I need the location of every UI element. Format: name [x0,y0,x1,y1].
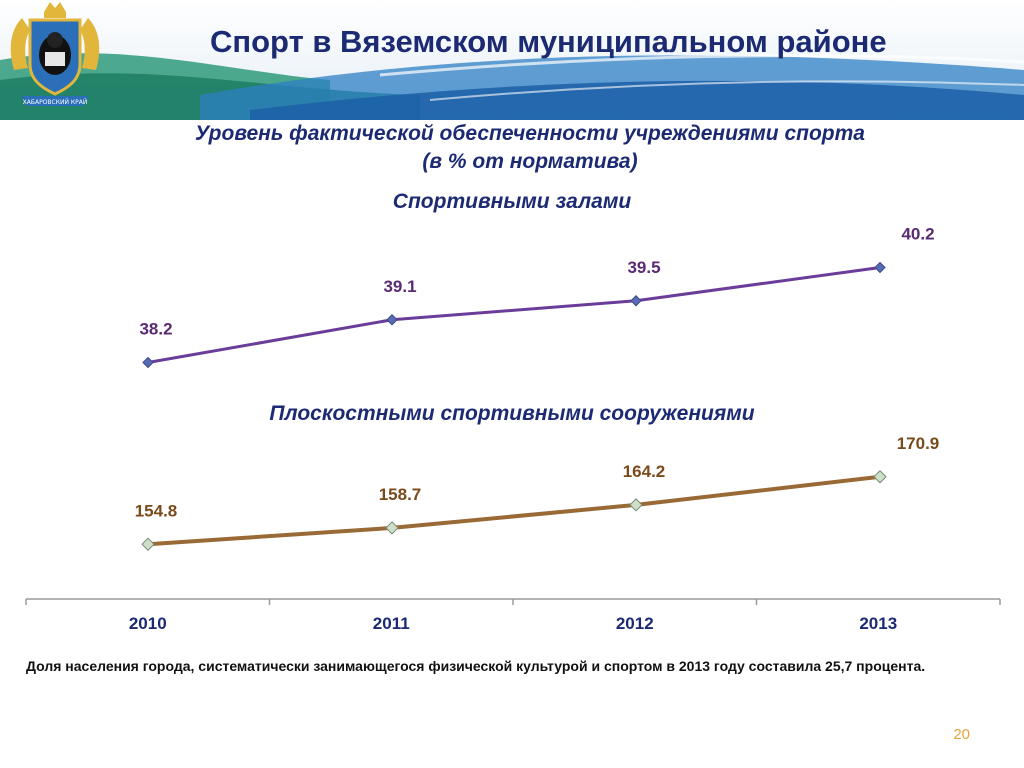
footnote: Доля населения города, систематически за… [26,658,926,674]
series-line [146,474,882,547]
data-label: 164.2 [623,462,666,481]
data-label: 170.9 [897,434,940,453]
x-tick-label: 2011 [373,614,410,633]
data-label: 154.8 [135,501,178,520]
series-title-halls: Спортивными залами [392,190,632,213]
subtitle-line-2: (в % от норматива) [422,150,638,173]
x-tick-label: 2010 [129,614,167,633]
header-banner: ХАБАРОВСКИЙ КРАЙ Спорт в Вяземском муниц… [0,0,1024,120]
coat-of-arms-icon: ХАБАРОВСКИЙ КРАЙ [10,2,100,106]
data-point-marker [630,295,642,307]
x-tick-label: 2013 [859,614,897,633]
series-title-fields: Плоскостными спортивными сооружениями [269,402,755,425]
data-label: 40.2 [901,225,934,244]
data-label: 38.2 [139,320,172,339]
series-line [146,266,882,364]
data-point-marker [142,356,154,369]
data-label: 39.1 [383,277,416,296]
data-point-marker [874,261,886,274]
x-tick-label: 2012 [616,614,654,633]
data-point-marker [385,521,399,535]
x-axis: 2010 2011 2012 2013 [25,598,1001,633]
emblem-ribbon-text: ХАБАРОВСКИЙ КРАЙ [23,99,88,106]
series-layer: 38.2 39.1 39.5 40.2 154.8 158.7 164.2 170.9 [135,225,940,551]
data-point-marker [873,470,887,484]
data-point-marker [629,498,643,512]
page-title: Спорт в Вяземском муниципальном районе [210,24,887,59]
page-number: 20 [953,726,970,743]
data-point-marker [386,314,398,326]
line-chart: 2010 2011 2012 2013 38.2 39.1 39.5 40.2 154.8 15… [25,225,1001,633]
data-point-marker [141,537,155,551]
data-label: 158.7 [379,485,422,504]
chart-subtitle: Уровень фактической обеспеченности учреж… [60,120,1000,176]
subtitle-line-1: Уровень фактической обеспеченности учреж… [194,122,865,145]
data-label: 39.5 [627,258,660,277]
